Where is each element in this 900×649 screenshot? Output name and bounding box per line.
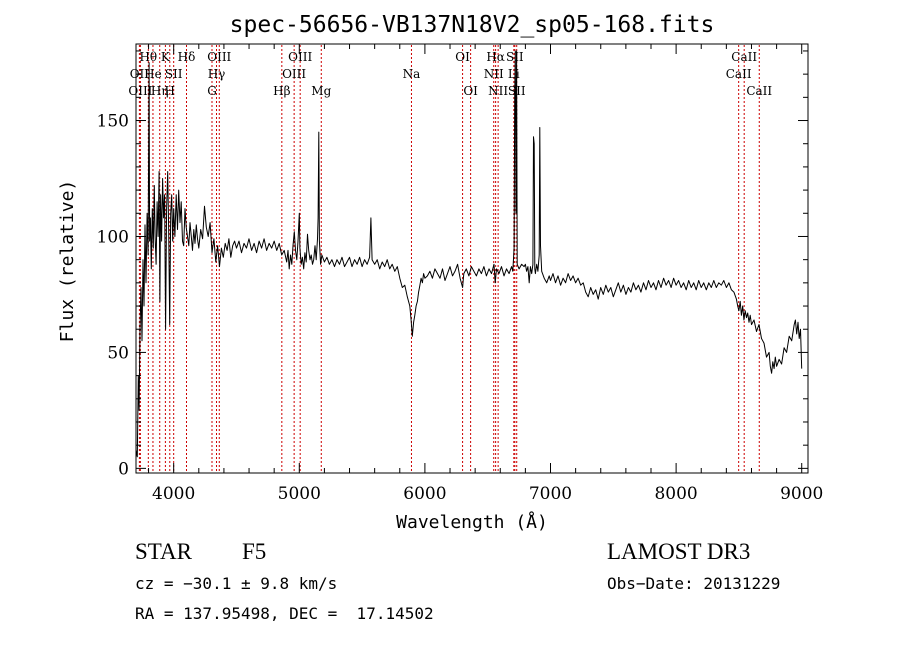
spectrum-series [135, 50, 803, 458]
y-axis-label: Flux (relative) [57, 180, 78, 343]
spectrum-layer [135, 50, 803, 458]
spectral-line-label: SII [165, 67, 183, 81]
y-tick-label: 100 [97, 227, 129, 247]
spectral-line-label: H [165, 84, 175, 98]
survey-name: LAMOST DR3 [607, 539, 751, 564]
plot-frame [135, 43, 809, 474]
spectral-line-label: He [144, 67, 162, 81]
spectral-line-label: Na [403, 67, 421, 81]
spectral-line-label: Mg [311, 84, 331, 98]
x-tick-label: 6000 [403, 484, 446, 504]
y-tick-label: 50 [107, 343, 129, 363]
spectral-lines-layer [138, 45, 760, 472]
spectral-line-label: CaII [726, 67, 752, 81]
spectral-line-label: OIII [282, 67, 306, 81]
spectral-line-label: Hα [486, 50, 505, 64]
coordinates: RA = 137.95498, DEC = 17.14502 [135, 604, 434, 623]
object-subclass: F5 [242, 539, 267, 564]
spectral-line-label: Hγ [208, 67, 226, 81]
spectral-line-label: NII [488, 84, 508, 98]
x-tick-label: 4000 [152, 484, 195, 504]
x-tick-label: 7000 [529, 484, 572, 504]
spectral-line-label: CaII [746, 84, 772, 98]
spectral-line-label: Hη [151, 84, 169, 98]
spectral-line-label: OI [463, 84, 478, 98]
x-axis-label: Wavelength (Å) [396, 511, 548, 533]
spectral-line-label: Hδ [178, 50, 196, 64]
spectral-line-label: NII [484, 67, 504, 81]
spectral-line-label: G [207, 84, 217, 98]
redshift-velocity: cz = −30.1 ± 9.8 km/s [135, 574, 338, 593]
spectral-line-label: Hβ [273, 84, 290, 98]
x-tick-label: 9000 [780, 484, 823, 504]
spectral-line-label: K [161, 50, 171, 64]
spectral-line-label: Li [508, 67, 520, 81]
spectral-line-label: OIII [128, 84, 152, 98]
spectral-line-label: CaII [731, 50, 757, 64]
spectral-line-label: OIII [207, 50, 231, 64]
observation-date: Obs−Date: 20131229 [607, 574, 781, 593]
spectral-line-label: Hθ [139, 50, 157, 64]
x-tick-label: 8000 [654, 484, 697, 504]
chart-title: spec-56656-VB137N18V2_sp05-168.fits [230, 12, 715, 38]
axis-ticks: 4000 5000 6000 7000 8000 9000 0 50 100 150 [97, 44, 823, 504]
spectral-line-label: OIII [288, 50, 312, 64]
object-class: STAR [135, 539, 192, 564]
x-tick-label: 5000 [278, 484, 321, 504]
y-tick-label: 0 [118, 459, 129, 479]
spectral-line-label: OI [455, 50, 470, 64]
y-tick-label: 150 [97, 112, 129, 132]
